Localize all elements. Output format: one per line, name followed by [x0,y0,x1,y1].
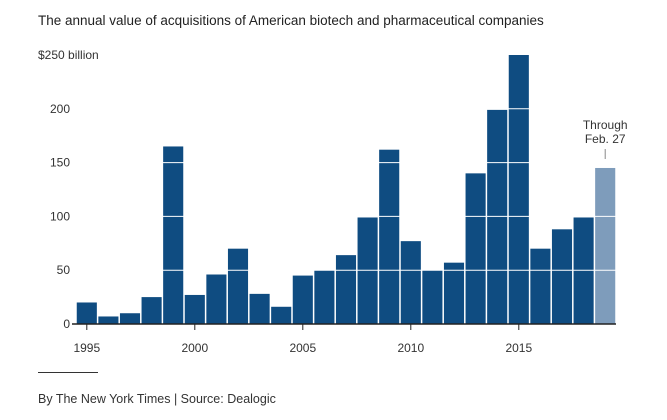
x-tick-label-2010: 2010 [397,341,424,355]
bar-2005 [292,275,313,324]
bar-2012 [443,262,465,324]
bar-2017 [551,229,573,324]
gridlines [76,108,616,271]
bar-2019 [595,167,616,324]
bar-1995 [76,302,97,324]
bar-2001 [206,274,227,324]
bar-2013 [465,173,486,324]
bar-2008 [357,217,378,324]
bar-1997 [119,313,141,324]
bar-2000 [184,294,205,324]
x-tick-label-2005: 2005 [289,341,316,355]
x-tick-labels: 1995 2000 2005 2010 2015 [73,341,532,355]
bar-2015 [508,55,529,324]
partial-note-line-2: Feb. 27 [585,132,626,146]
bar-2018 [573,217,594,324]
bar-2011 [422,270,443,324]
bar-2007 [335,255,357,324]
footer-divider [38,372,98,373]
bar-2006 [314,270,335,324]
partial-note-line-1: Through [583,118,628,132]
bar-2009 [379,149,400,324]
x-tick-label-1995: 1995 [73,341,100,355]
x-tick-marks [86,324,520,330]
credit-line: By The New York Times | Source: Dealogic [38,392,276,406]
bar-chart: 0 50 100 150 200 $250 billion 1995 2000 2005 201… [38,48,628,355]
x-tick-label-2015: 2015 [505,341,532,355]
y-tick-label-150: 150 [50,156,70,170]
chart-title: The annual value of acquisitions of Amer… [38,13,544,28]
y-tick-label-200: 200 [50,102,70,116]
bar-2004 [271,306,292,324]
bar-2016 [530,248,551,324]
bar-2014 [487,109,508,324]
bar-2002 [227,248,249,324]
y-tick-label-0: 0 [63,317,70,331]
y-tick-label-100: 100 [50,209,70,223]
bar-1999 [163,146,184,324]
bar-2003 [249,293,270,324]
bar-2010 [400,241,421,324]
y-tick-label-50: 50 [57,263,71,277]
y-tick-labels: 0 50 100 150 200 $250 billion [38,48,99,331]
bar-1998 [141,297,162,324]
bars [76,55,616,324]
bar-1996 [98,316,119,324]
y-tick-label-250: $250 billion [38,48,99,62]
x-tick-label-2000: 2000 [181,341,208,355]
